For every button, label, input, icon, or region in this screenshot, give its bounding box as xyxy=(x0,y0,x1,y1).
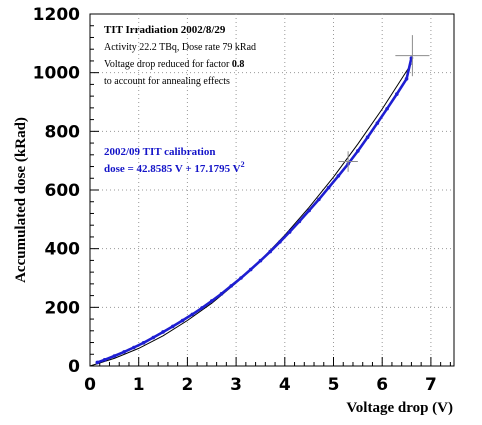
data-point xyxy=(200,306,204,310)
y-tick-label: 1000 xyxy=(33,64,80,84)
x-tick-label: 1 xyxy=(133,375,145,395)
data-point xyxy=(239,276,243,280)
x-tick-label: 4 xyxy=(279,375,291,395)
data-point xyxy=(375,121,380,125)
y-tick-label: 800 xyxy=(45,122,81,142)
y-tick-label: 0 xyxy=(68,357,80,377)
y-tick-label: 400 xyxy=(45,240,81,260)
data-point xyxy=(385,106,389,111)
data-point xyxy=(180,318,185,323)
annotation-line2-prefix: Voltage drop reduced for factor xyxy=(104,59,232,70)
x-tick-label: 6 xyxy=(376,375,388,395)
calibration-formula-sup: 2 xyxy=(241,160,245,169)
data-point xyxy=(95,360,100,365)
data-point xyxy=(287,230,292,234)
data-point xyxy=(365,135,370,139)
data-point xyxy=(404,77,409,81)
grid xyxy=(90,14,454,366)
x-tick-label: 5 xyxy=(328,375,340,395)
data-point xyxy=(161,330,165,334)
y-tick-label: 200 xyxy=(45,298,81,318)
data-point xyxy=(122,350,126,354)
data-points-group xyxy=(95,56,414,365)
data-point xyxy=(112,354,117,358)
data-point xyxy=(219,292,224,296)
axes xyxy=(89,13,451,367)
data-point xyxy=(102,358,107,362)
annotation-line2: Voltage drop reduced for factor 0.8 xyxy=(104,59,244,70)
y-axis-title: Accumulated dose (kRad) xyxy=(13,117,29,283)
x-tick-label: 2 xyxy=(181,375,193,395)
annotation-title: TIT Irradiation 2002/8/29 xyxy=(104,24,226,36)
x-axis-title: Voltage drop (V) xyxy=(346,400,453,416)
data-point xyxy=(258,258,263,263)
error-bars-group xyxy=(338,35,430,172)
data-point xyxy=(248,267,253,272)
data-point xyxy=(326,185,331,190)
calibration-formula-text: dose = 42.8585 V + 17.1795 V xyxy=(104,163,241,175)
data-point xyxy=(307,208,311,213)
data-point xyxy=(132,345,136,350)
x-tick-label: 0 xyxy=(84,375,96,395)
data-curve xyxy=(96,56,413,364)
data-point xyxy=(336,174,341,178)
annotation-line2-value: 0.8 xyxy=(232,59,245,70)
data-point xyxy=(170,324,175,329)
x-tick-label: 7 xyxy=(425,375,437,395)
data-point xyxy=(229,284,234,288)
data-point xyxy=(151,335,156,340)
data-point xyxy=(356,149,360,153)
y-tick-label: 1200 xyxy=(33,5,80,25)
data-point xyxy=(395,92,399,96)
x-tick-label: 3 xyxy=(230,375,242,395)
calibration-title: 2002/09 TIT calibration xyxy=(104,146,215,158)
data-point xyxy=(209,299,214,303)
annotation-line1: Activity 22.2 TBq, Dose rate 79 kRad xyxy=(104,42,256,53)
data-point xyxy=(141,341,146,345)
calibration-formula: dose = 42.8585 V + 17.1795 V2 xyxy=(104,160,245,175)
y-tick-label: 600 xyxy=(45,181,81,201)
data-point xyxy=(190,312,195,317)
tick-labels: 0 1 2 3 4 5 6 7 0 200 400 600 800 1000 1200 xyxy=(33,5,437,395)
data-point xyxy=(278,240,282,244)
annotation-line3: to account for annealing effects xyxy=(104,76,230,87)
data-point xyxy=(317,197,321,202)
data-point xyxy=(268,249,272,254)
data-point xyxy=(297,219,302,224)
